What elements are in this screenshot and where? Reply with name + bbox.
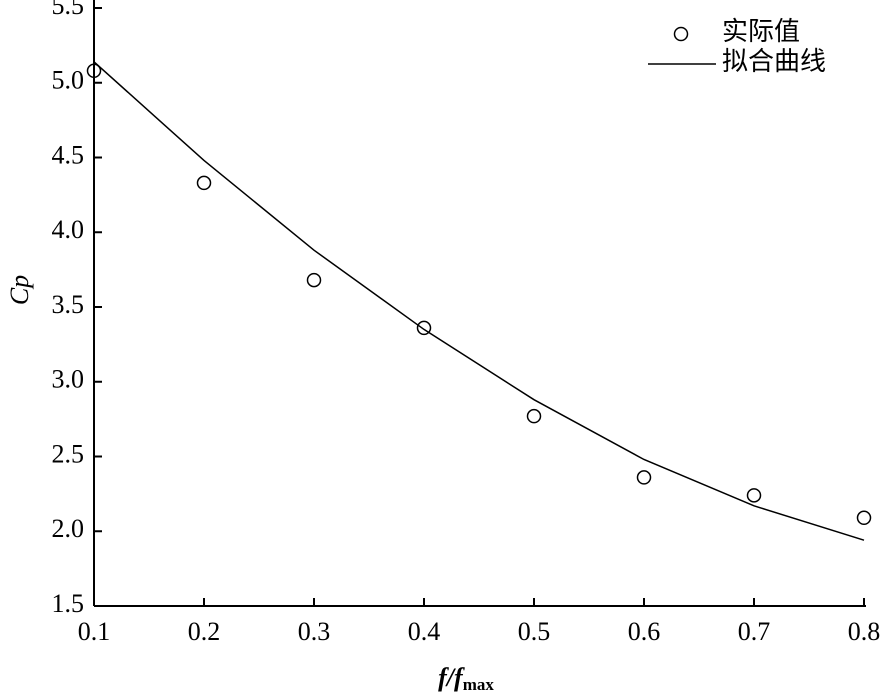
y-tick-label: 3.0 [52,365,85,394]
y-tick-label: 1.5 [52,589,85,618]
x-tick-label: 0.8 [848,617,881,646]
data-point [196,175,212,191]
x-label-sub: max [463,675,495,694]
data-point [416,320,432,336]
x-tick-label: 0.7 [738,617,771,646]
x-tick-label: 0.2 [188,617,221,646]
x-tick-label: 0.6 [628,617,661,646]
x-tick-label: 0.3 [298,617,331,646]
data-point [526,408,542,424]
data-point [746,488,762,503]
data-point [86,63,102,79]
y-tick-label: 5.5 [52,0,85,20]
y-tick-label: 5.0 [52,66,85,95]
legend-label: 实际值 [722,17,800,46]
fit-line [93,61,865,541]
y-tick-label: 3.5 [52,290,85,319]
y-tick-label: 4.0 [52,215,85,244]
y-tick-label: 2.0 [52,514,85,543]
x-axis-label: f/fmax [438,663,494,694]
data-point [636,470,652,485]
x-tick-label: 0.4 [408,617,441,646]
legend-label: 拟合曲线 [722,47,826,76]
legend-marker [673,26,689,42]
data-point [306,272,322,288]
x-tick-label: 0.1 [78,617,111,646]
y-tick-label: 2.5 [52,439,85,468]
y-axis-label: Cp [5,275,34,305]
x-label-main: f/f [438,663,465,692]
y-tick-label: 4.5 [52,140,85,169]
data-point [856,510,872,526]
x-tick-label: 0.5 [518,617,551,646]
